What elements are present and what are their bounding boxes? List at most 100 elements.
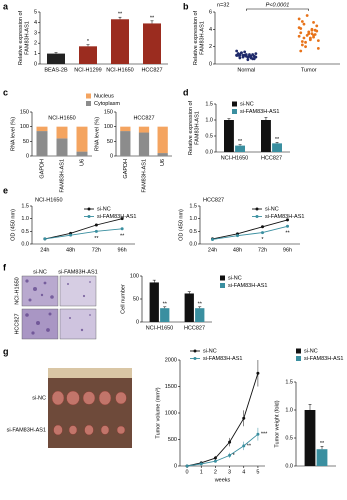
bar xyxy=(272,143,282,152)
x-tick-label: NCI-H1650 xyxy=(146,325,174,331)
legend-swatch xyxy=(296,348,301,354)
data-point xyxy=(316,39,320,42)
y-tick-label: 1.5 xyxy=(285,379,293,385)
y-tick-label: 1.0 xyxy=(285,407,293,413)
y-tick-label: 5 xyxy=(34,9,37,15)
y-tick-label: 0 xyxy=(26,153,29,159)
data-point xyxy=(312,34,315,37)
x-tick-label: Tumor xyxy=(301,67,317,73)
data-point xyxy=(120,217,124,221)
y-tick-label: 0 xyxy=(34,61,37,67)
significance: * xyxy=(233,453,236,459)
legend-label: si-FAM83H-AS1 xyxy=(228,283,267,289)
data-point xyxy=(261,225,264,229)
legend-marker xyxy=(193,357,197,360)
y-tick-label: 0 xyxy=(174,463,177,469)
data-point xyxy=(211,237,214,241)
bar-segment xyxy=(56,126,68,139)
significance-bracket xyxy=(246,8,309,11)
y-tick-label: 100 xyxy=(130,273,139,279)
legend-label: si-FAM83H-AS1 xyxy=(265,214,304,220)
data-point xyxy=(297,34,301,38)
panel-label: c xyxy=(3,87,8,97)
y-axis-label: FAM83H-AS1 xyxy=(199,21,205,55)
y-axis-label: FAM83H-AS1 xyxy=(24,21,30,55)
column-label: si-FAM83H-AS1 xyxy=(58,269,97,275)
y-tick-label: 0 xyxy=(110,153,113,159)
legend-marker xyxy=(87,207,91,211)
panel-label: b xyxy=(183,1,189,11)
bar xyxy=(261,120,271,152)
x-tick-label: 96h xyxy=(118,247,127,253)
data-point xyxy=(307,32,311,36)
legend-marker xyxy=(255,207,259,211)
y-tick-label: 1.0 xyxy=(189,216,197,222)
y-axis-label: Tumor volume (mm³) xyxy=(155,387,161,438)
data-point xyxy=(242,444,246,448)
data-point xyxy=(297,17,301,21)
significance: ** xyxy=(238,139,243,145)
x-tick-label: HCC827 xyxy=(141,67,162,73)
x-tick-label: GAPDH xyxy=(39,159,45,179)
significance: ** xyxy=(320,441,325,447)
y-tick-label: 100 xyxy=(20,124,29,130)
data-point xyxy=(256,432,260,436)
x-tick-label: U6 xyxy=(79,159,85,166)
data-point xyxy=(302,36,306,40)
y-tick-label: 0.0 xyxy=(189,241,197,247)
column-label: si-NC xyxy=(33,269,47,275)
legend-label: si-FAM83H-AS1 xyxy=(203,356,242,362)
y-axis-label: Tumor weight (fold) xyxy=(274,400,280,447)
y-tick-label: 6 xyxy=(209,9,212,15)
y-axis-label: OD (450 nm) xyxy=(178,209,184,241)
data-point xyxy=(297,26,301,29)
x-tick-label: 1 xyxy=(200,469,203,475)
x-tick-label: 0 xyxy=(186,469,189,475)
y-tick-label: 1.0 xyxy=(205,117,213,123)
bar-segment xyxy=(138,132,150,156)
x-tick-label: HCC827 xyxy=(184,325,205,331)
significance: * xyxy=(261,237,264,243)
significance: * xyxy=(87,39,90,45)
data-point xyxy=(69,233,73,237)
y-tick-label: 0.5 xyxy=(189,229,197,235)
y-tick-label: 50 xyxy=(133,296,139,302)
panel-label: g xyxy=(3,346,9,356)
x-tick-label: GAPDH xyxy=(123,159,129,179)
data-point xyxy=(240,51,243,55)
series-line xyxy=(212,225,288,240)
data-point xyxy=(299,31,303,35)
legend-swatch xyxy=(232,101,237,107)
data-point xyxy=(94,229,98,233)
significance: ** xyxy=(247,443,252,449)
bar-segment xyxy=(36,126,48,132)
y-axis-label: FAM83H-AS1 xyxy=(194,111,200,145)
y-tick-label: 0 xyxy=(209,61,212,67)
x-tick-label: HCC827 xyxy=(261,155,282,161)
y-axis-label: RNA level (%) xyxy=(94,117,100,151)
x-tick-label: 24h xyxy=(208,247,217,253)
x-tick-label: FAM83H-AS1 xyxy=(59,159,65,193)
bar xyxy=(304,410,316,466)
annotation: P<0.0001 xyxy=(266,2,290,8)
bar xyxy=(111,19,129,65)
data-point xyxy=(199,462,203,466)
data-point xyxy=(305,14,309,17)
y-tick-label: 2 xyxy=(209,44,212,50)
row-label: NCI-H1650 xyxy=(14,277,20,305)
y-tick-label: 3 xyxy=(34,30,37,36)
y-tick-label: 2000 xyxy=(165,357,177,363)
data-point xyxy=(94,223,98,227)
bar-segment xyxy=(36,131,48,156)
data-point xyxy=(261,231,264,235)
bar-segment xyxy=(157,126,168,154)
bar xyxy=(47,53,65,64)
x-tick-label: NCI-H1650 xyxy=(106,67,134,73)
significance: ** xyxy=(94,236,99,242)
data-point xyxy=(228,453,232,457)
y-tick-label: 100 xyxy=(104,124,113,130)
data-point xyxy=(286,224,289,228)
y-tick-label: 1.5 xyxy=(205,101,213,107)
y-tick-label: 1.0 xyxy=(21,216,29,222)
series-line xyxy=(186,373,259,467)
